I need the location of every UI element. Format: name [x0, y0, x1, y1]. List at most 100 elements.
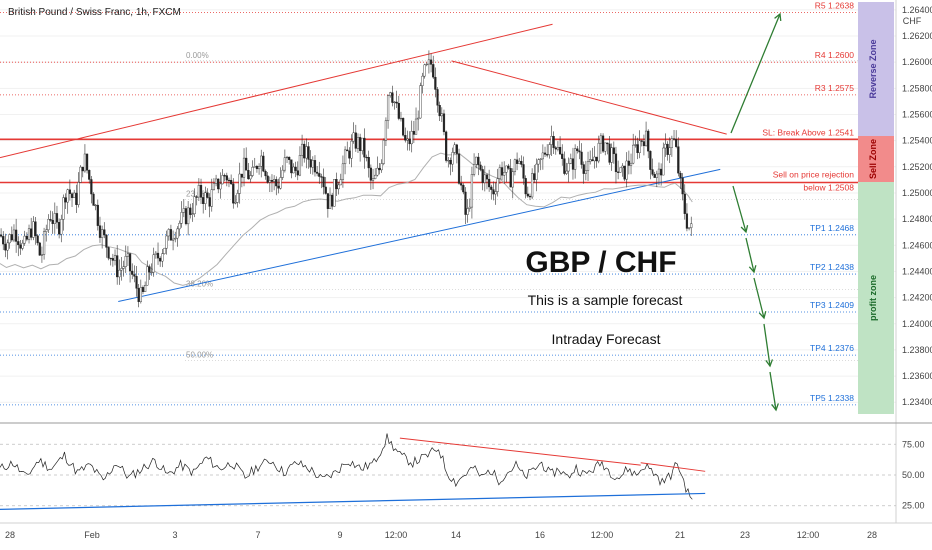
candle-body: [681, 177, 684, 195]
candle-body: [156, 252, 160, 259]
candle-body: [270, 180, 274, 182]
time-tick-label: 3: [172, 530, 177, 540]
candle-body: [251, 167, 254, 176]
candle-body: [236, 193, 239, 203]
candle-body: [335, 179, 338, 190]
price-tick-label: 1.26400: [902, 5, 932, 15]
candle-body: [436, 89, 439, 106]
candle-body: [404, 135, 407, 141]
price-tick-label: 1.24400: [902, 266, 932, 276]
fib-label: 0.00%: [186, 51, 209, 60]
candle-body: [666, 143, 669, 155]
sell-zone-block: [858, 136, 894, 182]
price-tick-label: 1.23600: [902, 371, 932, 381]
candle-body: [356, 137, 360, 149]
candle-body: [496, 178, 499, 192]
candle-body: [410, 131, 413, 145]
candle-body: [257, 166, 261, 170]
candle-body: [141, 287, 145, 292]
candle-body: [255, 166, 259, 170]
candle-body: [318, 173, 321, 177]
candle-body: [492, 189, 495, 195]
candle-body: [361, 137, 364, 151]
price-tick-label: 1.23400: [902, 397, 932, 407]
candle-body: [146, 266, 149, 286]
price-tick-label: 1.24800: [902, 214, 932, 224]
candle-body: [589, 159, 592, 162]
candle-body: [488, 178, 491, 188]
candle-body: [563, 158, 566, 174]
candle-body: [528, 195, 532, 198]
arrow-head: [740, 225, 749, 234]
candle-body: [651, 169, 654, 175]
candle-body: [601, 135, 605, 152]
candle-body: [34, 221, 37, 236]
level-label: Sell on price rejection: [773, 169, 855, 179]
candle-body: [214, 178, 218, 184]
candle-body: [135, 276, 138, 289]
candle-body: [515, 159, 519, 164]
profit-zone-block: [858, 182, 894, 414]
candle-body: [423, 64, 426, 77]
candle-body: [120, 268, 123, 271]
candle-body: [322, 176, 325, 188]
candle-body: [593, 156, 596, 162]
candle-body: [617, 171, 620, 173]
candle-body: [571, 158, 575, 170]
candle-body: [70, 193, 74, 198]
candle-body: [180, 212, 183, 224]
candle-body: [45, 229, 48, 232]
candle-body: [649, 150, 652, 170]
rsi-line: [0, 433, 693, 500]
candle-body: [582, 164, 585, 174]
price-tick-label: 1.25200: [902, 162, 932, 172]
candle-body: [580, 151, 583, 165]
candle-body: [277, 185, 280, 189]
down-arrow-2: [745, 237, 757, 274]
candle-body: [664, 143, 667, 149]
candle-body: [350, 140, 353, 159]
candle-body: [187, 207, 190, 225]
candle-body: [505, 165, 508, 173]
candle-body: [369, 167, 372, 181]
candle-body: [470, 174, 474, 208]
candle-body: [683, 193, 686, 214]
forecast-type: Intraday Forecast: [552, 331, 661, 347]
arrow-head: [774, 12, 782, 22]
candle-body: [380, 163, 383, 171]
candle-body: [554, 147, 557, 150]
candle-body: [455, 144, 458, 154]
candle-body: [324, 186, 327, 194]
candle-body: [189, 207, 192, 215]
price-tick-label: 1.25400: [902, 136, 932, 146]
candle-body: [73, 192, 76, 198]
time-axis: 28 Feb 3 7 9 12:00 14 16 12:00 21 23 12:00 28: [5, 530, 877, 540]
pair-title: GBP / CHF: [525, 246, 676, 279]
candle-body: [584, 170, 587, 174]
candle-body: [195, 196, 198, 198]
time-tick-label: 28: [867, 530, 877, 540]
candle-body: [36, 235, 39, 244]
candle-body: [621, 165, 624, 169]
candle-body: [675, 139, 678, 147]
currency-label: CHF: [903, 16, 922, 26]
level-label-sub: below 1.2508: [803, 182, 854, 192]
trendlines-layer: [0, 23, 727, 303]
arrow-shaft: [730, 13, 781, 134]
candle-body: [249, 175, 252, 180]
candle-body: [154, 252, 157, 255]
candle-body: [240, 173, 243, 178]
time-tick-label: 14: [451, 530, 461, 540]
candle-body: [197, 185, 200, 198]
candle-body: [303, 143, 306, 159]
price-tick-label: 1.24600: [902, 240, 932, 250]
candle-body: [326, 193, 329, 209]
candle-body: [148, 266, 151, 273]
candle-body: [292, 166, 295, 174]
candle-body: [421, 75, 424, 86]
profit-zone-label: profit zone: [868, 275, 878, 321]
candle-body: [386, 95, 390, 121]
candle-body: [94, 204, 97, 207]
candle-body: [406, 138, 409, 141]
